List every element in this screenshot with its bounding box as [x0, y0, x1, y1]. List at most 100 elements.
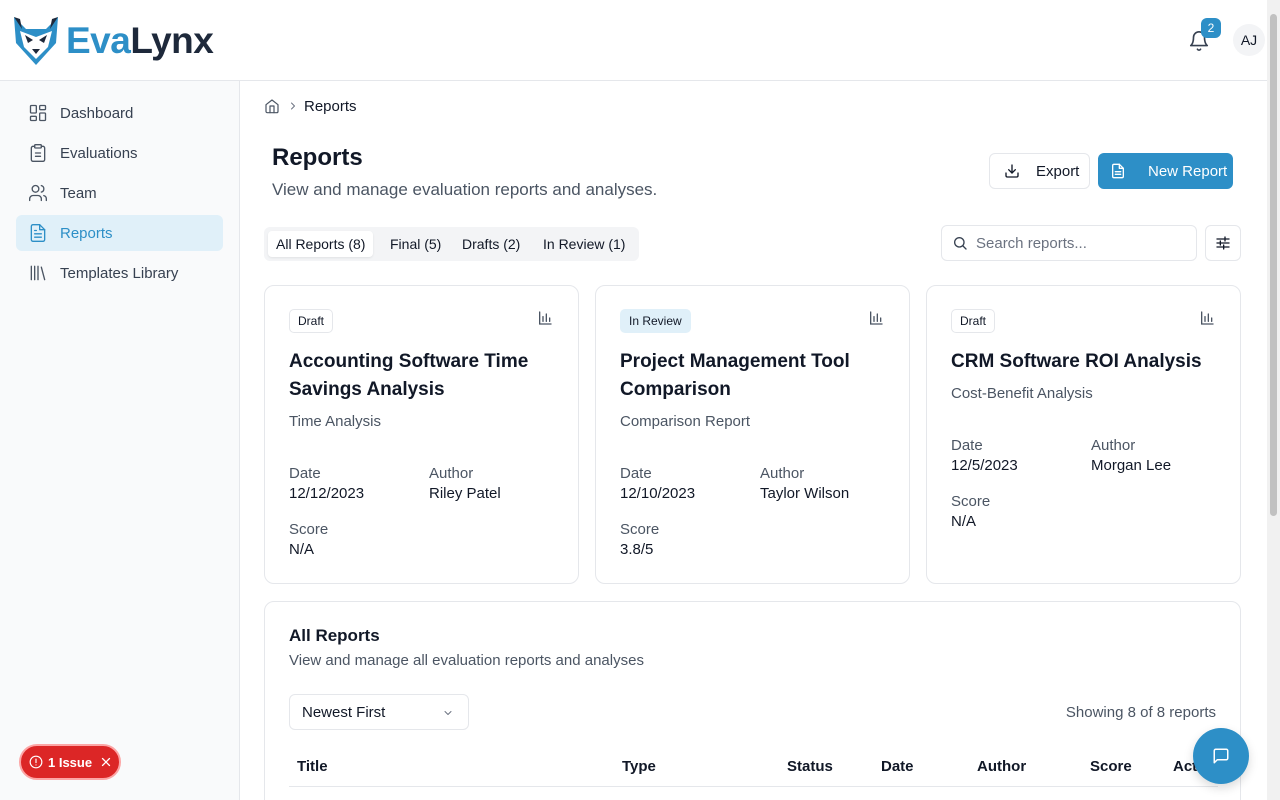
sidebar-item-label: Dashboard — [60, 104, 134, 122]
column-header-date[interactable]: Date — [881, 758, 914, 775]
breadcrumb-current: Reports — [304, 98, 357, 115]
author-label: Author — [429, 465, 474, 482]
card-type: Comparison Report — [620, 413, 751, 430]
close-icon[interactable] — [100, 756, 112, 768]
sidebar-item-team[interactable]: Team — [16, 175, 223, 211]
card-title: Accounting Software Time Savings Analysi… — [289, 351, 529, 400]
page-title: Reports — [272, 144, 363, 171]
column-header-score[interactable]: Score — [1090, 758, 1132, 775]
card-type: Cost-Benefit Analysis — [951, 385, 1093, 402]
issue-label: 1 Issue — [48, 754, 93, 770]
sidebar-item-dashboard[interactable]: Dashboard — [16, 95, 223, 131]
sidebar-item-templates-library[interactable]: Templates Library — [16, 255, 223, 291]
page-subtitle: View and manage evaluation reports and a… — [272, 180, 658, 199]
sort-value: Newest First — [302, 703, 386, 721]
message-square-icon — [1213, 748, 1229, 764]
search-input[interactable] — [976, 234, 1176, 252]
author-value: Taylor Wilson — [760, 485, 850, 502]
score-value: 3.8/5 — [620, 541, 654, 558]
top-header: EvaLynx 2 AJ — [0, 0, 1267, 81]
table-divider — [289, 786, 1218, 787]
filter-button[interactable] — [1205, 225, 1241, 261]
bell-icon[interactable] — [1188, 30, 1210, 52]
notification-badge: 2 — [1201, 18, 1221, 38]
lynx-logo-icon — [14, 17, 58, 65]
alert-circle-icon — [29, 755, 43, 769]
card-title: Project Management Tool Comparison — [620, 351, 850, 400]
sidebar-item-label: Evaluations — [60, 144, 138, 162]
date-label: Date — [620, 465, 652, 482]
sidebar-item-reports[interactable]: Reports — [16, 215, 223, 251]
brand-name-part2: Lynx — [130, 20, 214, 61]
author-value: Riley Patel — [429, 485, 501, 502]
download-icon — [1005, 164, 1019, 178]
file-text-icon — [30, 224, 46, 242]
score-label: Score — [951, 493, 991, 510]
sort-select[interactable]: Newest First — [289, 694, 469, 730]
all-reports-panel: All Reports View and manage all evaluati… — [264, 601, 1241, 800]
evalynx-logo[interactable]: EvaLynx — [10, 10, 216, 72]
column-header-type[interactable]: Type — [622, 758, 656, 775]
sidebar-item-label: Templates Library — [60, 264, 179, 282]
showing-count: Showing 8 of 8 reports — [1065, 704, 1216, 721]
author-value: Morgan Lee — [1091, 457, 1172, 474]
status-badge: In Review — [620, 309, 691, 333]
report-card[interactable]: Draft CRM Software ROI Analysis Cost-Ben… — [926, 285, 1241, 584]
user-avatar[interactable]: AJ — [1233, 24, 1265, 56]
score-value: N/A — [951, 513, 977, 530]
report-card[interactable]: Draft Accounting Software Time Savings A… — [264, 285, 579, 584]
scrollbar-thumb[interactable] — [1270, 14, 1277, 516]
search-box — [941, 225, 1197, 261]
chat-button[interactable] — [1193, 728, 1249, 784]
file-text-icon — [1112, 163, 1124, 179]
new-report-label: New Report — [1148, 162, 1228, 180]
column-header-author[interactable]: Author — [977, 758, 1027, 775]
date-value: 12/5/2023 — [951, 457, 1018, 474]
export-label: Export — [1036, 162, 1080, 180]
tab-in-review[interactable]: In Review (1) — [543, 236, 626, 252]
brand-name-part1: Eva — [66, 20, 131, 61]
main-content: Reports Reports View and manage evaluati… — [240, 81, 1267, 800]
date-value: 12/10/2023 — [620, 485, 696, 502]
export-button[interactable]: Export — [989, 153, 1090, 189]
tab-all-reports[interactable]: All Reports (8) — [268, 231, 374, 257]
search-icon — [954, 237, 967, 250]
score-value: N/A — [289, 541, 315, 558]
sidebar-item-label: Team — [60, 184, 97, 202]
tab-drafts[interactable]: Drafts (2) — [462, 236, 521, 252]
issue-indicator[interactable]: 1 Issue — [19, 744, 121, 780]
page-scrollbar[interactable] — [1267, 0, 1280, 800]
date-value: 12/12/2023 — [289, 485, 365, 502]
brand-name: EvaLynx — [66, 20, 214, 62]
author-label: Author — [760, 465, 805, 482]
new-report-button[interactable]: New Report — [1098, 153, 1233, 189]
author-label: Author — [1091, 437, 1136, 454]
tab-final[interactable]: Final (5) — [390, 236, 442, 252]
date-label: Date — [951, 437, 983, 454]
home-icon[interactable] — [264, 98, 280, 114]
date-label: Date — [289, 465, 321, 482]
column-header-title[interactable]: Title — [297, 758, 328, 775]
status-badge: Draft — [951, 309, 996, 333]
report-tabs: All Reports (8) Final (5) Drafts (2) In … — [264, 227, 639, 261]
sliders-icon — [1216, 236, 1230, 250]
layout-grid-icon — [29, 104, 47, 122]
card-title: CRM Software ROI Analysis — [951, 351, 1202, 372]
bar-chart-icon[interactable] — [868, 310, 884, 326]
card-type: Time Analysis — [289, 413, 381, 430]
sidebar-item-label: Reports — [60, 224, 113, 242]
panel-subtitle: View and manage all evaluation reports a… — [289, 652, 644, 669]
chevron-down-icon — [444, 711, 452, 715]
score-label: Score — [289, 521, 329, 538]
status-badge: Draft — [289, 309, 334, 333]
clipboard-icon — [30, 144, 46, 162]
score-label: Score — [620, 521, 660, 538]
report-card[interactable]: In Review Project Management Tool Compar… — [595, 285, 910, 584]
sidebar-item-evaluations[interactable]: Evaluations — [16, 135, 223, 171]
bar-chart-icon[interactable] — [537, 310, 553, 326]
sidebar: Dashboard Evaluations Team Reports Templ… — [0, 81, 240, 800]
column-header-status[interactable]: Status — [787, 758, 833, 775]
users-icon — [29, 184, 47, 202]
bar-chart-icon[interactable] — [1199, 310, 1215, 326]
library-icon — [30, 265, 46, 281]
